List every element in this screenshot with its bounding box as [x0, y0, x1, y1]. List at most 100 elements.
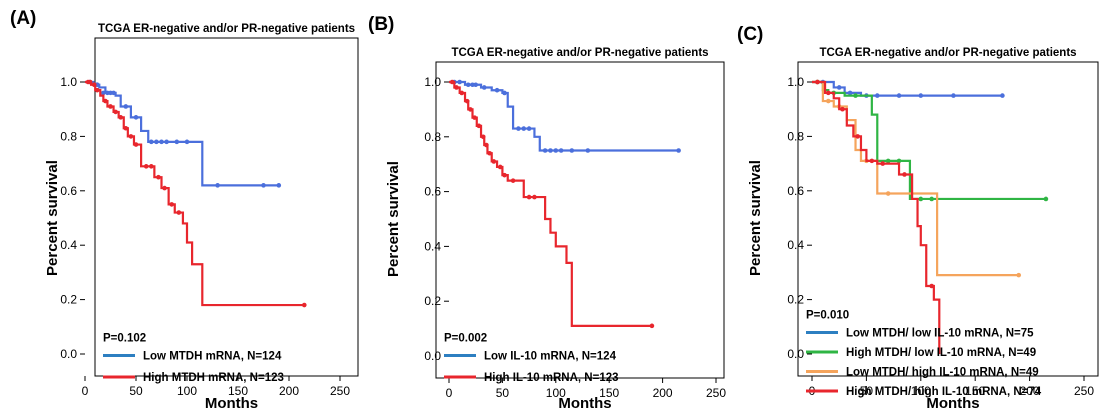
p-value-annotation: P=0.002	[444, 333, 487, 345]
censor-mark	[123, 125, 129, 131]
censor-mark	[491, 159, 497, 164]
censor-mark	[94, 87, 100, 93]
censor-mark	[473, 82, 478, 88]
y-tick-label: 0.2	[60, 293, 77, 307]
censor-mark	[553, 148, 559, 153]
censor-mark	[510, 178, 516, 183]
censor-mark	[542, 148, 548, 153]
censor-mark	[502, 90, 507, 96]
legend-entry: High MTDH mRNA, N=123	[143, 372, 284, 384]
x-tick-label: 100	[911, 384, 931, 398]
x-axis-label: Months	[926, 395, 979, 412]
x-tick-label: 150	[965, 384, 985, 398]
censor-mark	[516, 126, 521, 131]
survival-curve	[85, 80, 305, 307]
censor-mark	[497, 164, 503, 170]
censor-mark	[133, 115, 139, 120]
y-axis-label: Percent survival	[44, 160, 61, 276]
censor-mark	[480, 134, 486, 140]
x-tick-label: 250	[706, 386, 726, 400]
censor-mark	[548, 148, 553, 153]
y-tick-label: 0.8	[787, 129, 804, 143]
panel-a: (A) TCGA ER-negative and/or PR-negative …	[0, 0, 366, 412]
censor-mark	[874, 93, 880, 98]
censor-mark	[494, 87, 500, 93]
censor-mark	[481, 85, 487, 90]
censor-mark	[676, 148, 681, 153]
legend-entry: High IL-10 mRNA, N=123	[484, 372, 619, 384]
chart-title: TCGA ER-negative and/or PR-negative pati…	[819, 47, 1076, 59]
survival-curve	[85, 80, 279, 187]
censor-mark	[487, 150, 492, 156]
panel-label: (B)	[368, 14, 395, 35]
km-plot-b: TCGA ER-negative and/or PR-negative pati…	[385, 47, 726, 412]
survival-curve	[812, 80, 1046, 201]
censor-mark	[143, 164, 149, 169]
legend-entry: Low MTDH/ low IL-10 mRNA, N=75	[846, 328, 1034, 340]
legend-entry: Low MTDH/ high IL-10 mRNA, N=49	[846, 367, 1039, 379]
x-tick-label: 100	[177, 384, 197, 398]
censor-mark	[855, 134, 860, 139]
censor-mark	[929, 283, 934, 289]
censor-mark	[853, 93, 858, 98]
censor-mark	[261, 183, 266, 188]
censor-mark	[502, 172, 507, 178]
chart-title: TCGA ER-negative and/or PR-negative pati…	[451, 47, 708, 59]
censor-mark	[826, 90, 831, 96]
censor-mark	[1043, 196, 1049, 202]
panel-label: (C)	[737, 24, 764, 45]
x-tick-label: 150	[599, 386, 619, 400]
survival-curve	[449, 80, 652, 327]
censor-mark	[118, 115, 123, 120]
censor-mark	[465, 82, 471, 88]
censor-mark	[929, 196, 934, 202]
y-axis-label: Percent survival	[747, 160, 764, 276]
y-tick-label: 0.2	[424, 294, 441, 308]
censor-mark	[149, 164, 154, 169]
x-tick-label: 200	[1020, 384, 1040, 398]
censor-mark	[585, 148, 591, 153]
censor-mark	[87, 79, 93, 85]
km-plot-c: TCGA ER-negative and/or PR-negative pati…	[747, 47, 1099, 412]
censor-mark	[532, 194, 537, 200]
x-tick-label: 250	[1074, 384, 1094, 398]
censor-mark	[521, 126, 527, 131]
censor-mark	[128, 134, 134, 139]
censor-mark	[836, 85, 842, 90]
censor-mark	[184, 139, 190, 145]
censor-mark	[276, 183, 282, 188]
censor-mark	[885, 191, 891, 196]
panel-label: (A)	[10, 8, 37, 29]
censor-mark	[468, 107, 473, 112]
censor-mark	[215, 183, 220, 188]
x-axis-label: Months	[558, 395, 611, 412]
censor-mark	[159, 139, 164, 145]
panel-b: (B) TCGA ER-negative and/or PR-negative …	[366, 0, 732, 412]
censor-mark	[459, 90, 465, 96]
censor-mark	[918, 196, 924, 202]
censor-mark	[164, 139, 169, 145]
censor-mark	[302, 302, 307, 308]
y-tick-label: 0.4	[424, 239, 441, 253]
x-tick-label: 150	[228, 384, 248, 398]
censor-mark	[526, 126, 532, 131]
x-tick-label: 200	[653, 386, 673, 400]
censor-mark	[464, 98, 470, 104]
y-tick-label: 1.0	[424, 75, 441, 89]
censor-mark	[111, 90, 116, 96]
censor-mark	[454, 85, 459, 90]
x-tick-label: 200	[279, 384, 299, 398]
x-axis-label: Months	[205, 395, 258, 412]
censor-mark	[526, 194, 532, 200]
y-tick-label: 0.6	[424, 185, 441, 199]
censor-mark	[885, 158, 891, 164]
p-value-annotation: P=0.102	[103, 333, 146, 345]
censor-mark	[154, 139, 159, 145]
censor-mark	[174, 139, 180, 145]
y-tick-label: 0.4	[787, 238, 804, 252]
x-tick-label: 100	[546, 386, 566, 400]
censor-mark	[840, 106, 845, 112]
censor-mark	[815, 79, 820, 85]
x-tick-label: 0	[446, 386, 453, 400]
km-plot-a: TCGA ER-negative and/or PR-negative pati…	[44, 23, 359, 412]
